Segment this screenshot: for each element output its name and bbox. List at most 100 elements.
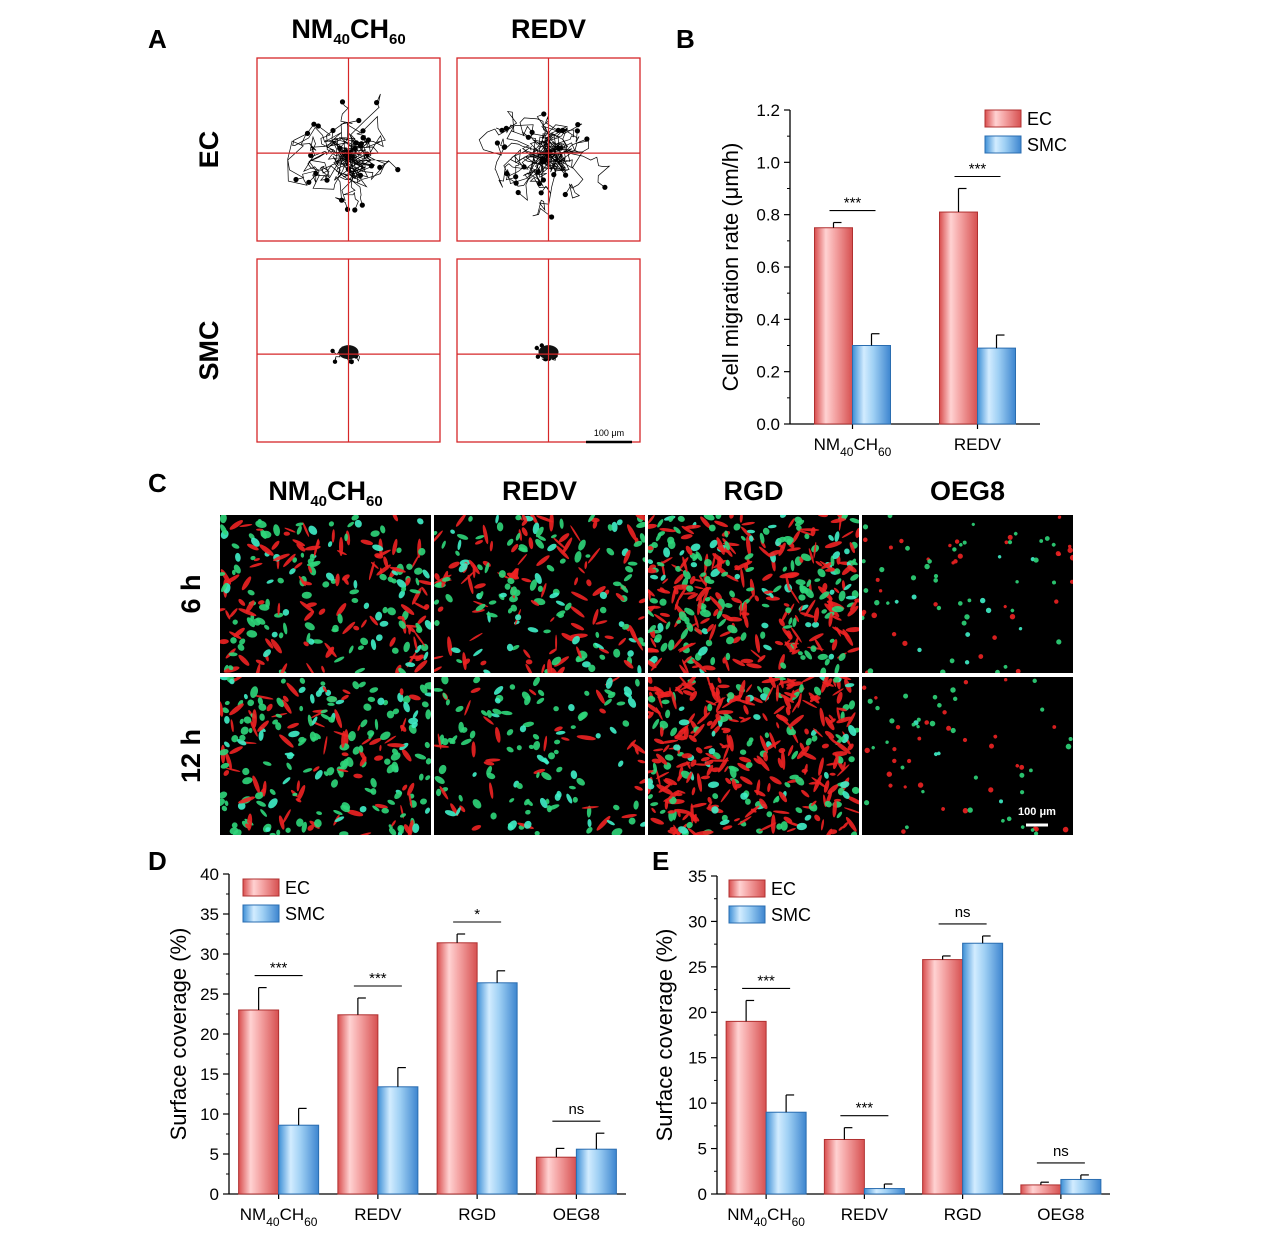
smc-cell xyxy=(391,820,396,827)
ec-cell xyxy=(507,577,515,585)
ec-cell xyxy=(239,734,246,741)
smc-cell xyxy=(474,583,486,589)
ec-cell xyxy=(718,618,727,627)
ec-cell xyxy=(949,658,955,664)
smc-cell xyxy=(682,556,688,573)
smc-cell xyxy=(517,553,527,566)
significance-mark: *** xyxy=(757,972,775,989)
ec-cell xyxy=(670,727,678,737)
ec-cell xyxy=(275,722,282,731)
ec-cell xyxy=(391,647,399,654)
ec-cell xyxy=(665,621,671,630)
bar-smc xyxy=(765,1111,807,1195)
smc-cell xyxy=(659,612,671,617)
smc-cell xyxy=(356,832,372,835)
cell-track xyxy=(341,148,363,206)
smc-cell xyxy=(663,779,673,786)
ec-cell xyxy=(524,798,530,806)
smc-cell xyxy=(836,691,843,704)
smc-cell xyxy=(716,710,734,715)
smc-cell xyxy=(245,600,255,613)
ec-cell xyxy=(264,624,270,630)
ec-cell xyxy=(328,716,335,723)
ec-cell xyxy=(387,799,395,805)
smc-cell xyxy=(255,663,261,673)
ec-cell xyxy=(862,524,869,530)
smc-cell xyxy=(238,796,256,804)
smc-cell xyxy=(554,656,570,667)
cell-track xyxy=(319,153,349,181)
ec-cell xyxy=(934,752,938,756)
smc-cell xyxy=(697,596,702,616)
smc-cell xyxy=(411,555,419,569)
ec-cell xyxy=(360,637,369,646)
ec-cell xyxy=(964,614,970,620)
smc-cell xyxy=(924,720,930,725)
ec-cell xyxy=(663,547,671,558)
ec-cell xyxy=(434,687,443,692)
ec-cell xyxy=(486,765,493,776)
cell-track xyxy=(548,145,584,199)
smc-cell xyxy=(721,700,734,709)
ec-cell xyxy=(745,762,753,769)
smc-cell xyxy=(586,579,592,587)
ec-cell xyxy=(824,800,832,808)
ec-cell xyxy=(763,644,772,651)
trajectory-frame xyxy=(456,258,641,443)
ec-cell xyxy=(605,677,613,689)
smc-cell xyxy=(738,680,746,700)
smc-cell xyxy=(541,663,546,673)
ec-cell xyxy=(524,820,532,829)
ec-cell xyxy=(1018,626,1023,631)
smc-cell xyxy=(709,595,723,610)
ec-cell xyxy=(510,604,518,612)
ec-cell xyxy=(369,687,379,693)
ec-cell xyxy=(885,740,889,744)
ec-cell xyxy=(682,569,691,580)
smc-cell xyxy=(421,586,428,596)
smc-cell xyxy=(637,759,645,764)
ec-cell xyxy=(349,589,360,595)
smc-cell xyxy=(596,815,611,831)
smc-cell xyxy=(528,537,534,550)
ec-cell xyxy=(1019,772,1025,778)
smc-cell xyxy=(623,659,634,669)
smc-cell xyxy=(471,741,476,758)
ec-cell xyxy=(250,686,259,698)
ec-cell xyxy=(278,669,287,673)
ec-cell xyxy=(516,745,522,751)
smc-cell xyxy=(683,655,692,664)
ec-cell xyxy=(595,631,600,638)
ec-cell xyxy=(549,592,560,599)
ec-cell xyxy=(814,578,821,582)
ec-cell xyxy=(392,708,400,715)
cell-track xyxy=(307,149,350,183)
ec-cell xyxy=(871,745,875,750)
smc-cell xyxy=(434,655,444,660)
ec-cell xyxy=(414,753,427,760)
ec-cell xyxy=(651,542,658,548)
smc-cell xyxy=(721,614,734,622)
ec-cell xyxy=(399,813,407,818)
panel-letter-d: D xyxy=(148,846,167,876)
ec-cell xyxy=(780,821,788,831)
ec-cell xyxy=(850,831,858,835)
ec-cell xyxy=(609,726,617,734)
ec-cell xyxy=(285,827,291,833)
smc-cell xyxy=(864,747,870,754)
ec-cell xyxy=(483,669,491,673)
ec-cell xyxy=(296,818,304,827)
smc-cell xyxy=(823,780,830,793)
ec-cell xyxy=(640,821,645,827)
ec-cell xyxy=(650,655,658,664)
ec-cell xyxy=(322,581,330,588)
ec-cell xyxy=(304,622,315,631)
smc-cell xyxy=(654,691,671,698)
panel-a-col-header: NM40CH60 xyxy=(291,14,405,48)
ec-cell xyxy=(220,791,228,799)
ec-cell xyxy=(398,667,407,673)
ec-cell xyxy=(425,775,431,781)
ec-cell xyxy=(326,695,338,703)
track-endpoint xyxy=(563,172,569,178)
ec-cell xyxy=(326,767,335,776)
